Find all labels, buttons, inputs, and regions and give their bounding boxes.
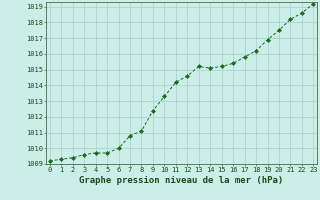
X-axis label: Graphe pression niveau de la mer (hPa): Graphe pression niveau de la mer (hPa) [79, 176, 284, 185]
